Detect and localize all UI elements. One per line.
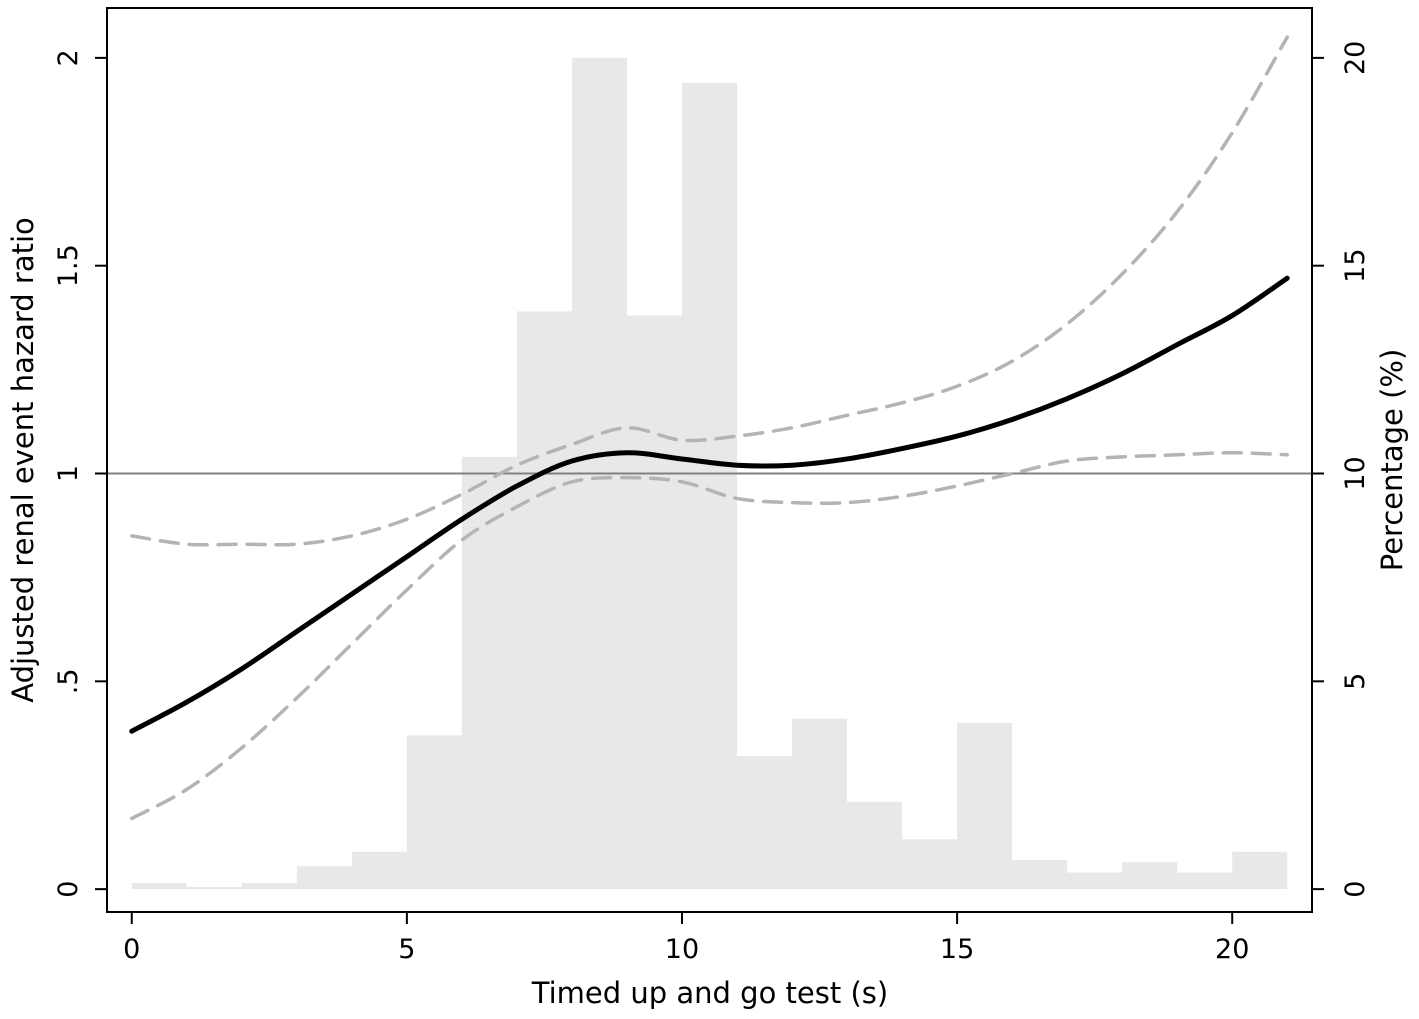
x-tick-label: 15 xyxy=(940,934,974,965)
x-tick-label: 10 xyxy=(665,934,699,965)
histogram-bar xyxy=(957,722,1013,890)
histogram-bar xyxy=(1232,851,1288,890)
y-tick-label: 1 xyxy=(53,465,84,482)
histogram-bar xyxy=(516,311,572,890)
series-layer xyxy=(129,35,1290,821)
plot-frame xyxy=(106,7,1313,913)
hazard-ratio-line xyxy=(129,275,1290,734)
histogram-bar xyxy=(681,82,738,890)
y2-tick-label: 20 xyxy=(1340,41,1371,75)
histogram-bar xyxy=(131,882,187,890)
y2-tick-label: 10 xyxy=(1340,456,1371,490)
x-tick-label: 5 xyxy=(398,934,415,965)
histogram-bar xyxy=(1122,862,1178,890)
histogram-bar xyxy=(296,866,352,890)
y-tick-label: 0 xyxy=(53,881,84,898)
y-axis-left: 0 .5 1 1.5 2 xyxy=(53,49,107,898)
y2-axis-title: Percentage (%) xyxy=(1375,349,1409,572)
histogram-bar xyxy=(461,456,517,890)
histogram-bar xyxy=(351,851,407,890)
upper-ci-line xyxy=(130,35,1289,547)
lower-ci-line xyxy=(130,450,1289,821)
y-axis-right: 0 5 10 15 20 xyxy=(1312,41,1371,898)
histogram-layer xyxy=(131,57,1288,890)
histogram-bar xyxy=(406,735,462,890)
x-tick-label: 0 xyxy=(123,934,140,965)
histogram-bar xyxy=(1012,860,1068,890)
y2-tick-label: 0 xyxy=(1340,881,1371,898)
histogram-bar xyxy=(626,315,682,890)
histogram-bar xyxy=(902,839,958,890)
x-axis: 0 5 10 15 20 xyxy=(123,912,1249,965)
histogram-bar xyxy=(241,882,297,890)
y-tick-label: 1.5 xyxy=(53,244,84,287)
histogram-bar xyxy=(737,756,793,890)
histogram-bar xyxy=(1177,872,1233,890)
y-tick-label: 2 xyxy=(53,49,84,66)
x-axis-title: Timed up and go test (s) xyxy=(531,976,888,1010)
histogram-bar xyxy=(792,718,848,890)
histogram-bar xyxy=(1067,872,1123,890)
histogram-bar xyxy=(186,887,242,890)
y-axis-title: Adjusted renal event hazard ratio xyxy=(6,217,40,703)
y-tick-label: .5 xyxy=(53,668,84,694)
y2-tick-label: 5 xyxy=(1340,673,1371,690)
x-tick-label: 20 xyxy=(1215,934,1249,965)
histogram-bar xyxy=(847,801,903,890)
y2-tick-label: 15 xyxy=(1340,249,1371,283)
